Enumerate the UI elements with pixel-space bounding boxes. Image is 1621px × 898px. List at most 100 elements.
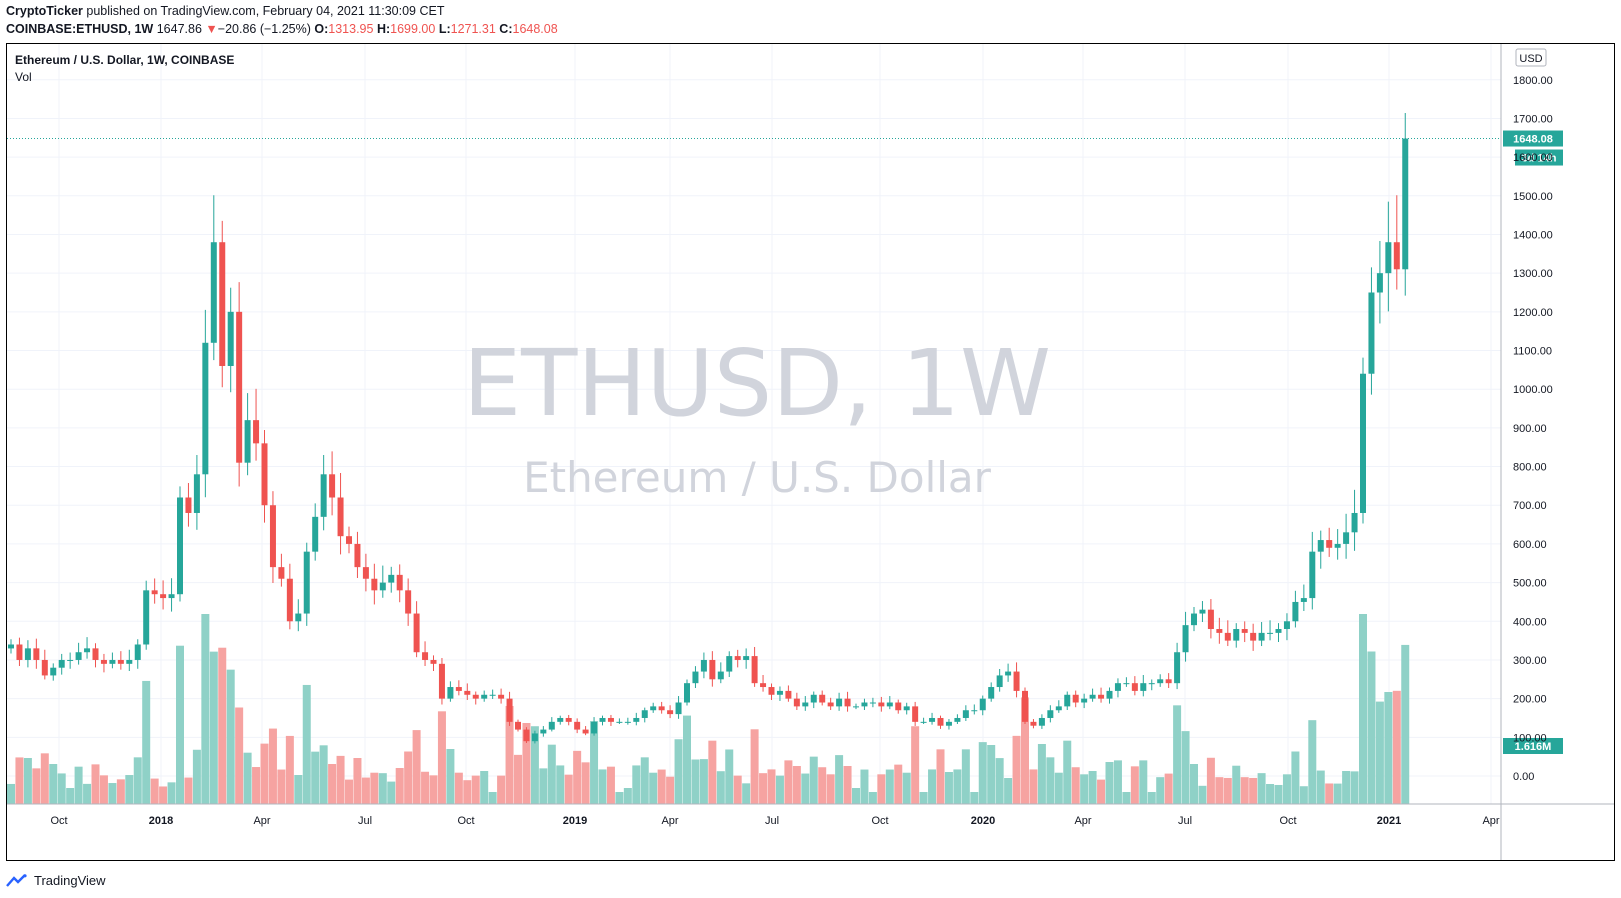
volume-bar — [176, 645, 184, 804]
candle-body — [278, 567, 285, 579]
volume-bar — [40, 753, 49, 804]
volume-bar — [1223, 777, 1232, 804]
candle-body — [244, 420, 251, 463]
candle-body — [607, 717, 614, 722]
volume-bar — [1266, 784, 1275, 804]
candle-body — [422, 652, 429, 660]
x-tick-label: 2019 — [563, 815, 587, 827]
volume-bar — [311, 751, 320, 804]
candle-body — [1123, 683, 1130, 685]
volume-bar — [471, 775, 480, 804]
y-tick-label: 400.00 — [1513, 616, 1547, 628]
volume-bar — [99, 775, 108, 804]
candle-body — [160, 594, 167, 599]
volume-bar — [218, 647, 227, 804]
volume-bar — [1130, 766, 1139, 804]
volume-bar — [1308, 720, 1317, 804]
volume-bar — [57, 773, 66, 804]
candle-body — [793, 698, 800, 707]
volume-bar — [226, 669, 235, 804]
candle-body — [143, 590, 150, 645]
candle-body — [1072, 694, 1079, 703]
currency-label: USD — [1519, 53, 1542, 65]
x-tick-label: Jul — [765, 815, 779, 827]
volume-bar — [826, 774, 835, 804]
volume-bar — [184, 777, 193, 804]
candle-body — [633, 717, 640, 722]
y-tick-label: 500.00 — [1513, 578, 1547, 590]
y-tick-label: 900.00 — [1513, 423, 1547, 435]
volume-bar — [488, 792, 497, 804]
currency-badge[interactable] — [1515, 48, 1547, 67]
candle-body — [760, 683, 767, 688]
candle-body — [1013, 671, 1020, 691]
candle-body — [1005, 671, 1012, 676]
candle-body — [667, 710, 674, 715]
candle-body — [996, 675, 1003, 688]
volume-bar — [421, 771, 430, 804]
axis-layer: 1800.00 1700.00 1600.00 1500.00 1400.00 1300.… — [7, 44, 1614, 860]
volume-bar — [1291, 751, 1300, 804]
candle-body — [574, 721, 581, 730]
candle-body — [100, 659, 107, 664]
legend-title[interactable]: Ethereum / U.S. Dollar, 1W, COINBASE — [15, 53, 235, 67]
candle-body — [861, 702, 868, 707]
candle-body — [962, 710, 969, 718]
candle-body — [869, 702, 876, 704]
volume-bar — [699, 759, 708, 804]
volume-bar — [894, 764, 903, 804]
x-tick-label: Apr — [1074, 815, 1091, 827]
volume-bar — [809, 756, 818, 804]
candle-body — [312, 516, 319, 552]
volume-bar — [328, 764, 337, 804]
volume-bar — [1206, 757, 1215, 804]
volume-bar — [395, 768, 404, 804]
candle-body — [41, 659, 48, 676]
candle-body — [303, 551, 310, 614]
candle-body — [776, 690, 783, 695]
volume-bar — [15, 757, 24, 804]
candle-body — [177, 497, 183, 595]
candle-layer — [8, 113, 1409, 744]
volume-bar — [1367, 651, 1376, 804]
chart-frame[interactable] — [6, 43, 1615, 861]
candle-body — [1385, 242, 1392, 274]
volume-bar — [243, 752, 252, 804]
candle-body — [1309, 551, 1316, 599]
candle-body — [624, 721, 631, 723]
candle-body — [1055, 706, 1062, 711]
change-value: −20.86 (−1.25%) — [217, 22, 311, 36]
legend-volume[interactable]: Vol — [15, 70, 32, 84]
volume-bar — [547, 744, 556, 804]
candlestick-chart[interactable]: ETHUSD, 1W Ethereum / U.S. Dollar 1648.0… — [7, 44, 1614, 860]
candle-body — [396, 574, 403, 591]
high-label: H: — [376, 22, 391, 36]
high-value: 1699.00 — [390, 22, 436, 36]
published-text: published on TradingView.com, February 0… — [86, 4, 445, 18]
watermark-name: Ethereum / U.S. Dollar — [523, 453, 992, 502]
volume-bar — [1240, 777, 1249, 804]
volume-bar — [767, 769, 776, 804]
volume-bar — [911, 726, 920, 804]
candle-body — [134, 644, 141, 660]
candle-body — [675, 702, 682, 715]
candle-body — [599, 717, 606, 722]
candle-body — [1148, 683, 1155, 685]
volume-bar — [1037, 744, 1046, 804]
candle-body — [937, 717, 944, 726]
volume-bar — [1350, 771, 1359, 804]
volume-bar — [1029, 769, 1038, 804]
volume-bar — [74, 766, 83, 804]
candle-body — [1030, 721, 1037, 726]
candle-body — [1376, 273, 1383, 293]
volume-bar — [252, 767, 261, 804]
candle-body — [329, 474, 336, 498]
tradingview-logo[interactable]: TradingView — [6, 873, 106, 888]
volume-value-label: 1.616M — [1515, 741, 1552, 753]
volume-bar — [683, 715, 691, 804]
candle-body — [337, 497, 344, 537]
candle-body — [768, 687, 775, 695]
change-arrow-icon: ▼ — [205, 22, 218, 36]
volume-bar — [1156, 777, 1165, 804]
open-value: 1313.95 — [328, 22, 374, 36]
